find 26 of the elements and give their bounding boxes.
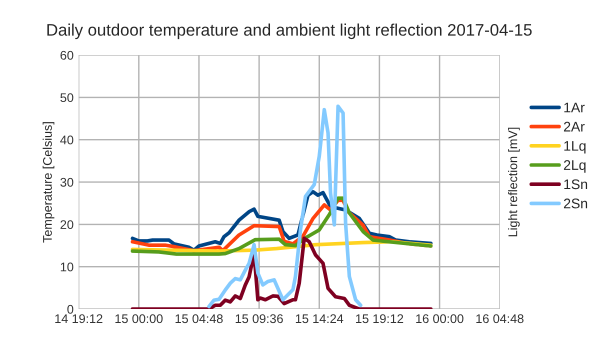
x-tick-label: 15 00:00 [115,314,163,324]
legend-label: 2Ar [564,122,585,132]
legend-label: 1Sn [564,179,588,190]
y-tick-label: 30 [60,178,74,187]
x-tick-label: 16 04:48 [476,314,524,324]
x-tick-label: 15 09:36 [236,314,283,324]
legend-label: 2Sn [564,198,588,208]
x-tick-label: 15 19:12 [356,314,404,324]
x-tick-label: 14 19:12 [55,314,102,324]
y-tick-label: 10 [60,262,74,272]
x-tick-label: 16 00:00 [416,314,464,324]
line-series [207,104,362,308]
y-tick-label: 60 [60,50,74,60]
chart-title: Daily outdoor temperature and ambient light reflection 2017-04-15 [47,24,532,40]
legend-label: 1Lq [564,141,586,154]
y2-axis-title: Light reflection [mV] [508,128,520,236]
y-axis-title: Temperature [Celsius] [42,122,54,243]
y-tick-label: 40 [60,136,74,144]
y-tick-label: 20 [60,220,74,230]
x-tick-label: 15 04:48 [176,314,223,324]
line-series [130,236,433,310]
x-tick-label: 15 14:24 [296,314,344,324]
y-tick-label: 0 [67,304,74,314]
legend-label: 1Ar [564,102,585,112]
legend-label: 2Lq [564,160,586,173]
y-tick-label: 50 [60,93,74,102]
